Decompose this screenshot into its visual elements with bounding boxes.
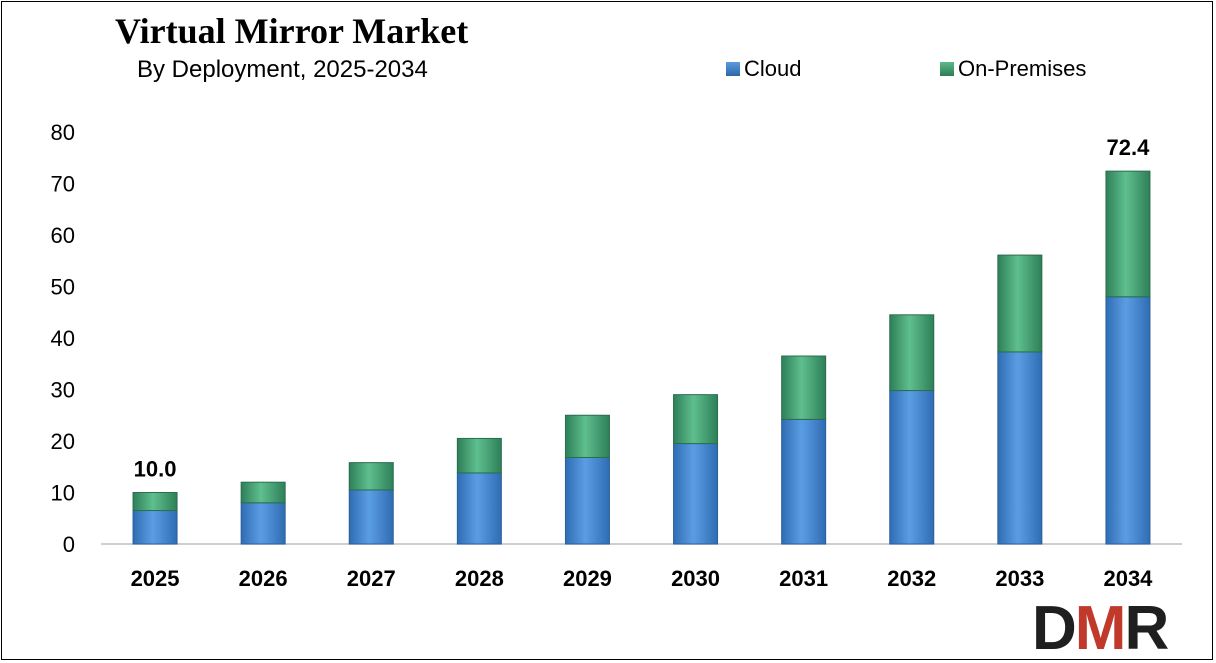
bar-on-premises-2029 bbox=[564, 414, 610, 458]
bar-cloud-2033 bbox=[997, 351, 1043, 545]
bar-cloud-2032 bbox=[889, 390, 935, 545]
x-tick-label: 2033 bbox=[995, 566, 1044, 591]
legend-swatch-cloud bbox=[726, 62, 740, 76]
bar-on-premises-2025 bbox=[132, 492, 178, 512]
bar-on-premises-2032 bbox=[889, 314, 935, 392]
bar-cloud-2026 bbox=[240, 502, 286, 545]
bar-on-premises-2028 bbox=[456, 437, 502, 474]
bar-on-premises-2034 bbox=[1105, 170, 1151, 298]
y-tick-label: 10 bbox=[51, 481, 75, 506]
y-tick-label: 50 bbox=[51, 275, 75, 300]
data-label-2025: 10.0 bbox=[134, 457, 177, 482]
y-tick-label: 60 bbox=[51, 223, 75, 248]
y-tick-label: 70 bbox=[51, 172, 75, 197]
y-tick-label: 30 bbox=[51, 378, 75, 403]
bar-on-premises-2026 bbox=[240, 481, 286, 504]
bar-cloud-2028 bbox=[456, 472, 502, 545]
legend-label-cloud: Cloud bbox=[744, 56, 802, 81]
data-label-2034: 72.4 bbox=[1107, 135, 1151, 160]
x-tick-label: 2030 bbox=[671, 566, 720, 591]
y-tick-label: 40 bbox=[51, 326, 75, 351]
bar-on-premises-2033 bbox=[997, 254, 1043, 353]
bar-cloud-2030 bbox=[673, 443, 719, 545]
bar-on-premises-2031 bbox=[781, 355, 827, 420]
dmr-logo: DMR bbox=[1032, 594, 1169, 663]
bar-on-premises-2030 bbox=[673, 394, 719, 445]
y-tick-label: 80 bbox=[51, 120, 75, 145]
bar-cloud-2031 bbox=[781, 418, 827, 545]
y-tick-label: 20 bbox=[51, 429, 75, 454]
legend-swatch-on-premises bbox=[940, 62, 954, 76]
x-tick-label: 2027 bbox=[347, 566, 396, 591]
bar-cloud-2034 bbox=[1105, 296, 1151, 545]
y-tick-label: 0 bbox=[63, 532, 75, 557]
chart-title: Virtual Mirror Market bbox=[115, 11, 469, 51]
legend-item-on-premises: On-Premises bbox=[940, 56, 1086, 82]
x-tick-label: 2034 bbox=[1103, 566, 1153, 591]
legend-label-on-premises: On-Premises bbox=[958, 56, 1087, 81]
x-tick-label: 2029 bbox=[563, 566, 612, 591]
x-tick-label: 2031 bbox=[779, 566, 828, 591]
bar-cloud-2027 bbox=[348, 489, 394, 545]
chart-subtitle: By Deployment, 2025-2034 bbox=[137, 56, 428, 83]
x-tick-label: 2032 bbox=[887, 566, 936, 591]
bar-cloud-2025 bbox=[132, 510, 178, 545]
bar-on-premises-2027 bbox=[348, 462, 394, 491]
bar-cloud-2029 bbox=[564, 456, 610, 545]
x-tick-label: 2028 bbox=[455, 566, 504, 591]
x-tick-label: 2026 bbox=[239, 566, 288, 591]
x-tick-label: 2025 bbox=[131, 566, 180, 591]
legend-item-cloud: Cloud bbox=[726, 56, 801, 82]
